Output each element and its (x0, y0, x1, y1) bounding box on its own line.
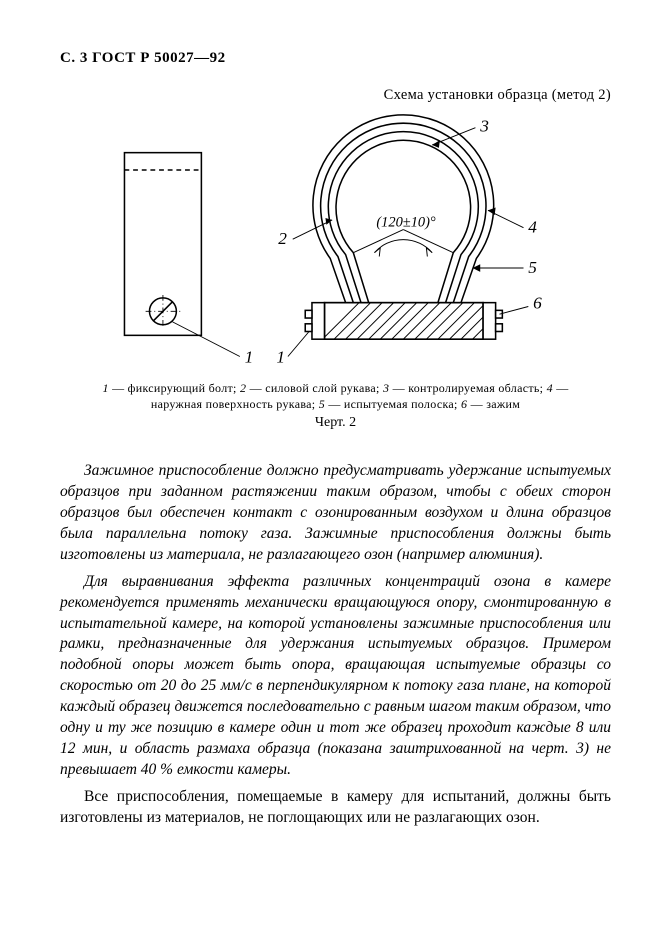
paragraph-3: Все приспособления, помещаемые в камеру … (60, 787, 611, 829)
callout-4: 4 (528, 217, 537, 236)
figure-title: Схема установки образца (метод 2) (60, 86, 611, 106)
callout-2: 2 (278, 229, 287, 248)
callout-3: 3 (479, 116, 489, 135)
figure-legend: 1 — фиксирующий болт; 2 — силовой слой р… (60, 380, 611, 412)
diagram-svg: 1 (86, 114, 586, 374)
callout-1-left: 1 (244, 347, 253, 366)
callout-6: 6 (533, 293, 542, 312)
callout-5: 5 (528, 258, 537, 277)
angle-label: (120±10)° (376, 215, 436, 231)
paragraph-1: Зажимное приспособление должно предусмат… (60, 461, 611, 566)
callout-1-right: 1 (276, 347, 285, 366)
paragraph-2: Для выравнивания эффекта различных конце… (60, 572, 611, 781)
figure-number: Черт. 2 (60, 414, 611, 433)
figure-diagram: 1 (60, 114, 611, 374)
page-header: С. 3 ГОСТ Р 50027—92 (60, 48, 611, 68)
